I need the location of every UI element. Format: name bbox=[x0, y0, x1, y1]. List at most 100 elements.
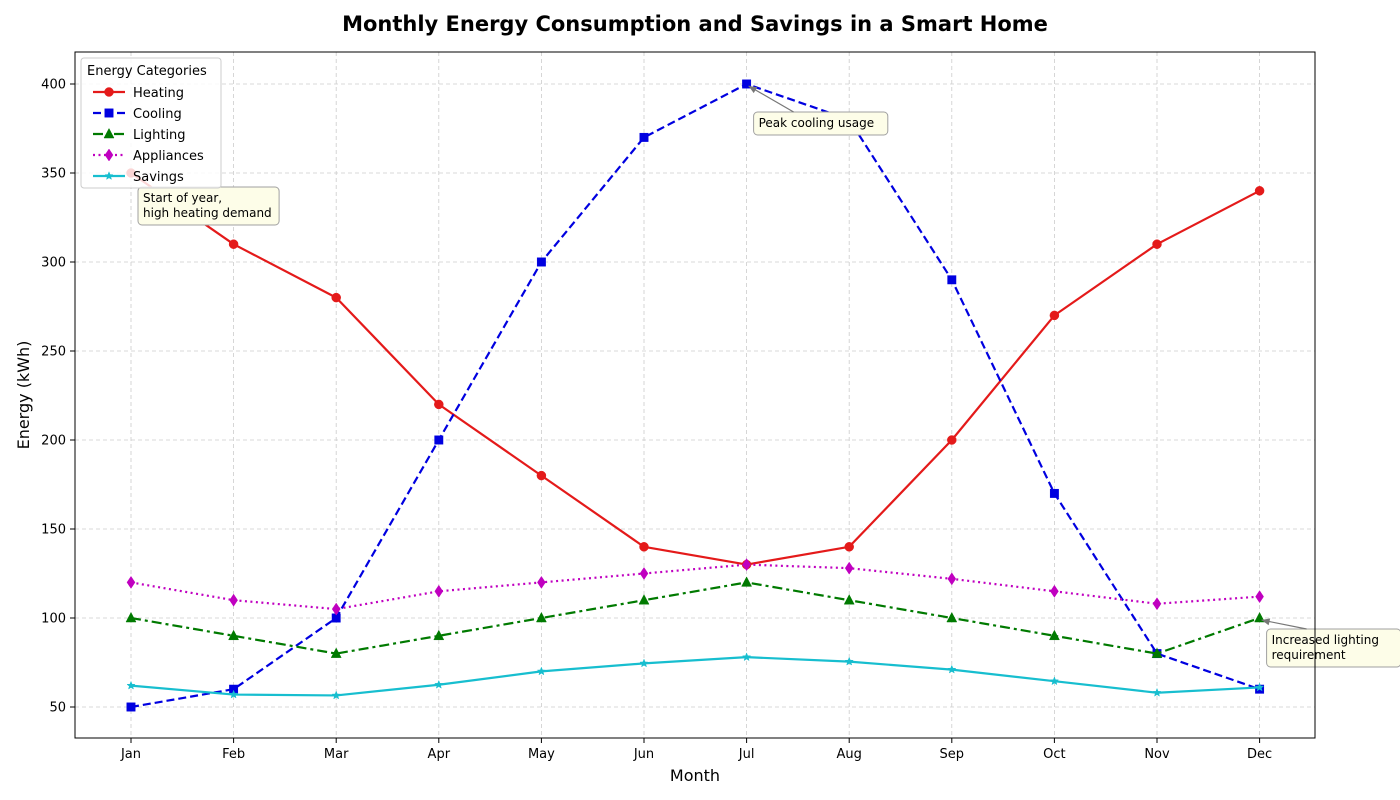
legend-marker bbox=[104, 108, 114, 118]
legend-label: Heating bbox=[133, 86, 184, 101]
x-tick-label: Aug bbox=[837, 747, 862, 762]
data-point-appliances bbox=[947, 572, 957, 586]
annotation-text: high heating demand bbox=[143, 206, 272, 220]
data-point-savings bbox=[844, 656, 854, 666]
x-tick-label: May bbox=[528, 747, 555, 762]
legend-marker bbox=[104, 148, 114, 162]
legend-label: Cooling bbox=[133, 107, 182, 122]
data-point-lighting bbox=[741, 576, 753, 587]
legend-label: Savings bbox=[133, 170, 184, 185]
y-tick-label: 150 bbox=[41, 523, 66, 538]
data-point-savings bbox=[331, 690, 341, 700]
y-tick-label: 200 bbox=[41, 434, 66, 449]
data-point-appliances bbox=[537, 575, 546, 589]
data-point-savings bbox=[228, 689, 239, 699]
data-point-lighting bbox=[433, 629, 445, 641]
data-point-appliances bbox=[742, 558, 751, 572]
data-point-heating bbox=[331, 292, 341, 303]
legend-marker bbox=[104, 87, 114, 97]
data-point-appliances bbox=[1050, 584, 1059, 598]
y-tick-label: 50 bbox=[49, 701, 66, 716]
annotation-text: Start of year, bbox=[143, 191, 222, 205]
data-point-appliances bbox=[331, 602, 341, 616]
x-axis-label: Month bbox=[670, 766, 720, 785]
data-point-savings bbox=[947, 664, 957, 674]
data-point-savings bbox=[1152, 687, 1162, 697]
series-line-appliances bbox=[130, 563, 1260, 611]
series-appliances bbox=[126, 558, 1264, 616]
annotation-arrow bbox=[748, 85, 794, 113]
grid bbox=[75, 52, 1315, 738]
data-point-lighting bbox=[1151, 647, 1163, 658]
y-axis-label: Energy (kWh) bbox=[14, 341, 33, 450]
data-point-heating bbox=[1152, 239, 1162, 249]
data-point-cooling bbox=[639, 132, 649, 142]
legend-label: Lighting bbox=[133, 128, 186, 143]
legend: Energy Categories Heating Cooling Lighting A… bbox=[80, 57, 222, 189]
annotation-text: requirement bbox=[1272, 648, 1346, 662]
data-point-savings bbox=[639, 658, 649, 668]
plot-frame bbox=[74, 51, 1316, 739]
data-point-appliances bbox=[1255, 590, 1264, 604]
annotation-arrowhead bbox=[748, 86, 758, 94]
data-point-appliances bbox=[639, 567, 649, 580]
series-savings bbox=[126, 652, 1265, 700]
series-line-cooling bbox=[130, 82, 1260, 709]
y-tick-label: 250 bbox=[41, 345, 66, 360]
series-line-lighting bbox=[130, 581, 1260, 655]
data-point-lighting bbox=[228, 629, 240, 641]
x-tick-label: Dec bbox=[1247, 747, 1272, 762]
annotation: Peak cooling usage bbox=[748, 85, 889, 136]
legend-entry-lighting: Lighting bbox=[93, 127, 186, 143]
data-point-appliances bbox=[229, 593, 238, 607]
x-tick-label: Mar bbox=[324, 747, 349, 762]
annotations: Start of year,high heating demand Peak co… bbox=[137, 85, 1400, 668]
data-point-lighting bbox=[330, 647, 342, 658]
data-point-savings bbox=[434, 679, 444, 689]
x-tick-label: Sep bbox=[940, 747, 965, 762]
data-point-heating bbox=[228, 239, 239, 249]
series-line-savings bbox=[130, 656, 1260, 697]
annotation-box bbox=[1266, 628, 1400, 668]
series-lighting bbox=[125, 576, 1266, 658]
data-point-heating bbox=[536, 470, 547, 481]
data-point-lighting bbox=[638, 594, 650, 605]
series-heating bbox=[126, 168, 1265, 570]
x-tick-label: Jan bbox=[120, 747, 141, 762]
legend-marker bbox=[104, 171, 114, 180]
data-point-appliances bbox=[434, 584, 444, 598]
data-point-heating bbox=[947, 435, 957, 445]
data-point-appliances bbox=[1152, 597, 1162, 611]
annotation-box bbox=[753, 111, 889, 136]
y-tick-label: 100 bbox=[41, 612, 66, 627]
data-point-cooling bbox=[536, 257, 546, 267]
data-point-lighting bbox=[535, 611, 547, 623]
series-line-heating bbox=[130, 172, 1261, 566]
annotation-text: Increased lighting bbox=[1272, 633, 1379, 647]
data-point-savings bbox=[1254, 682, 1265, 692]
x-tick-label: Jun bbox=[633, 747, 654, 762]
legend-marker bbox=[103, 127, 115, 139]
data-point-lighting bbox=[843, 594, 855, 605]
x-tick-label: Apr bbox=[428, 747, 451, 762]
data-point-lighting bbox=[946, 611, 958, 623]
data-point-cooling bbox=[742, 79, 752, 89]
data-point-cooling bbox=[947, 275, 957, 285]
data-point-savings bbox=[536, 666, 547, 676]
data-point-cooling bbox=[434, 435, 444, 445]
legend-entry-cooling: Cooling bbox=[93, 107, 182, 122]
legend-title: Energy Categories bbox=[87, 64, 207, 79]
y-tick-label: 350 bbox=[41, 167, 66, 182]
x-tick-label: Jul bbox=[738, 747, 755, 762]
x-tick-label: Feb bbox=[222, 747, 245, 762]
y-tick-label: 400 bbox=[41, 78, 66, 93]
annotation: Start of year,high heating demand bbox=[137, 186, 280, 226]
legend-entry-savings: Savings bbox=[93, 170, 184, 185]
axes: Jan Feb Mar Apr May Jun Jul Aug Sep Oct Nov Dec 50 10… bbox=[41, 78, 1272, 763]
data-point-heating bbox=[1049, 310, 1060, 321]
data-point-lighting bbox=[1048, 629, 1060, 641]
data-point-appliances bbox=[844, 561, 854, 575]
